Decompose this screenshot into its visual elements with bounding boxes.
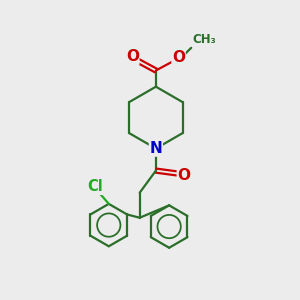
Text: O: O xyxy=(126,49,139,64)
Text: O: O xyxy=(172,50,185,65)
Text: Cl: Cl xyxy=(88,179,103,194)
Text: CH₃: CH₃ xyxy=(193,33,216,46)
Text: N: N xyxy=(149,141,162,156)
Text: O: O xyxy=(177,167,190,182)
